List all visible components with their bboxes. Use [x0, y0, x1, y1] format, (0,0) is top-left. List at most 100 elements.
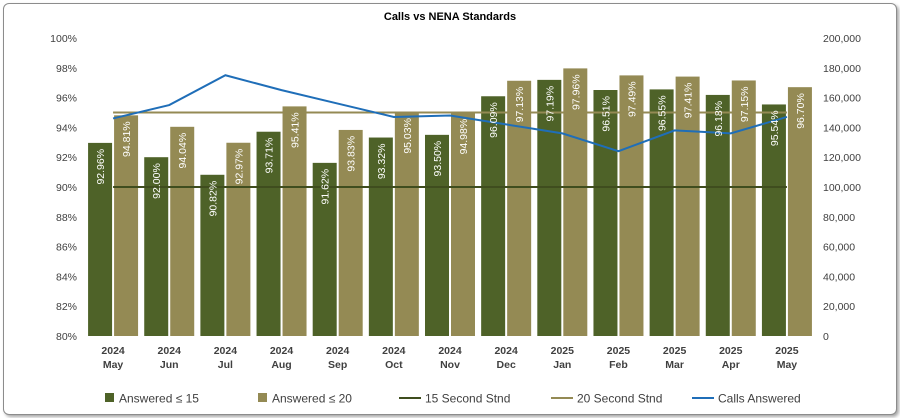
legend: Answered ≤ 15 Answered ≤ 20 15 Second Stnd…: [105, 392, 801, 406]
data-label: 93.83%: [346, 136, 358, 172]
bar-answered-15: [481, 96, 506, 336]
bar-answered-20: [731, 80, 756, 336]
category-month: Mar: [665, 359, 684, 371]
chart-title: Calls vs NENA Standards: [384, 11, 516, 23]
bar-series: [88, 68, 812, 337]
data-label: 92.96%: [95, 149, 107, 185]
category-year: 2024: [382, 345, 406, 357]
bar-answered-20: [619, 75, 644, 337]
data-label: 94.04%: [177, 133, 189, 169]
data-label: 93.71%: [264, 138, 276, 174]
left-tick-label: 100%: [50, 33, 77, 45]
data-label: 90.82%: [207, 181, 219, 217]
category-month: Feb: [609, 359, 628, 371]
right-tick-label: 160,000: [823, 93, 861, 105]
bar-answered-20: [226, 142, 251, 336]
category-year: 2024: [326, 345, 350, 357]
category-year: 2024: [270, 345, 294, 357]
bar-answered-20: [675, 76, 700, 336]
left-tick-label: 90%: [56, 182, 77, 194]
category-year: 2024: [494, 345, 518, 357]
category-labels: 2024 May 2024 Jun 2024 Jul 2024 Aug 2024 Sep 2024 O…: [101, 345, 798, 371]
data-label: 94.98%: [458, 119, 470, 155]
bar-answered-20: [282, 106, 307, 337]
bar-answered-20: [451, 112, 475, 336]
bar-answered-20: [170, 126, 195, 336]
bar-answered-20: [394, 112, 419, 336]
bar-answered-15: [312, 162, 337, 336]
bar-answered-20: [787, 87, 812, 336]
category-year: 2024: [101, 345, 125, 357]
data-label: 91.62%: [320, 169, 332, 205]
bar-answered-15: [200, 174, 225, 336]
data-label: 95.03%: [402, 118, 414, 154]
right-tick-label: 60,000: [823, 242, 855, 254]
right-tick-label: 180,000: [823, 63, 861, 75]
line-series: [112, 74, 788, 188]
right-tick-label: 120,000: [823, 152, 861, 164]
legend-swatch: [105, 393, 114, 402]
bar-answered-15: [425, 134, 449, 336]
bar-answered-20: [114, 115, 139, 337]
category-month: Nov: [440, 359, 460, 371]
legend-label: Answered ≤ 20: [272, 392, 352, 406]
right-tick-label: 100,000: [823, 182, 861, 194]
category-year: 2025: [719, 345, 743, 357]
bar-answered-15: [761, 104, 786, 336]
category-year: 2025: [775, 345, 799, 357]
left-axis-ticks: 80% 82% 84% 86% 88% 90% 92% 94% 96% 98% 100%: [50, 33, 77, 343]
legend-label: Answered ≤ 15: [119, 392, 199, 406]
bar-answered-20: [507, 80, 532, 336]
data-label: 96.70%: [795, 93, 807, 129]
data-label: 97.15%: [739, 86, 751, 122]
bar-answered-20: [338, 129, 363, 336]
bar-answered-15: [88, 142, 113, 336]
bar-answered-15: [256, 131, 281, 336]
bar-answered-15: [537, 79, 562, 336]
data-label: 93.32%: [376, 144, 388, 180]
category-month: Sep: [328, 359, 347, 371]
calls-answered-line: [112, 74, 788, 153]
data-label: 95.54%: [769, 110, 781, 146]
category-month: Dec: [497, 359, 516, 371]
category-year: 2024: [438, 345, 462, 357]
right-tick-label: 140,000: [823, 122, 861, 134]
category-month: Apr: [722, 359, 740, 371]
category-year: 2024: [158, 345, 182, 357]
data-label: 97.96%: [570, 74, 582, 110]
left-tick-label: 82%: [56, 301, 77, 313]
category-month: Oct: [385, 359, 403, 371]
legend-label: Calls Answered: [718, 392, 801, 406]
data-label: 96.18%: [713, 101, 725, 137]
left-tick-label: 88%: [56, 212, 77, 224]
right-tick-label: 200,000: [823, 33, 861, 45]
data-label: 92.00%: [151, 163, 163, 199]
category-month: Jun: [160, 359, 179, 371]
category-year: 2024: [214, 345, 238, 357]
legend-swatch: [258, 393, 267, 402]
data-label: 92.97%: [233, 149, 245, 185]
bar-answered-15: [593, 90, 618, 336]
right-axis-ticks: 0 20,000 40,000 60,000 80,000 100,000 120,000 1…: [823, 33, 861, 343]
legend-label: 15 Second Stnd: [425, 392, 510, 406]
data-label: 94.81%: [121, 121, 133, 157]
left-tick-label: 86%: [56, 242, 77, 254]
left-tick-label: 98%: [56, 63, 77, 75]
category-month: Jul: [218, 359, 233, 371]
data-label: 96.55%: [657, 95, 669, 131]
data-label: 96.51%: [600, 96, 612, 132]
category-month: May: [103, 359, 124, 371]
left-tick-label: 84%: [56, 271, 77, 283]
right-tick-label: 0: [823, 331, 829, 343]
right-tick-label: 80,000: [823, 212, 855, 224]
data-label: 95.41%: [290, 112, 302, 148]
category-month: Jan: [553, 359, 571, 371]
data-label: 96.09%: [488, 102, 500, 138]
data-label: 97.41%: [683, 83, 695, 119]
right-tick-label: 40,000: [823, 271, 855, 283]
category-month: Aug: [271, 359, 291, 371]
category-year: 2025: [551, 345, 575, 357]
left-tick-label: 94%: [56, 122, 77, 134]
category-year: 2025: [663, 345, 687, 357]
